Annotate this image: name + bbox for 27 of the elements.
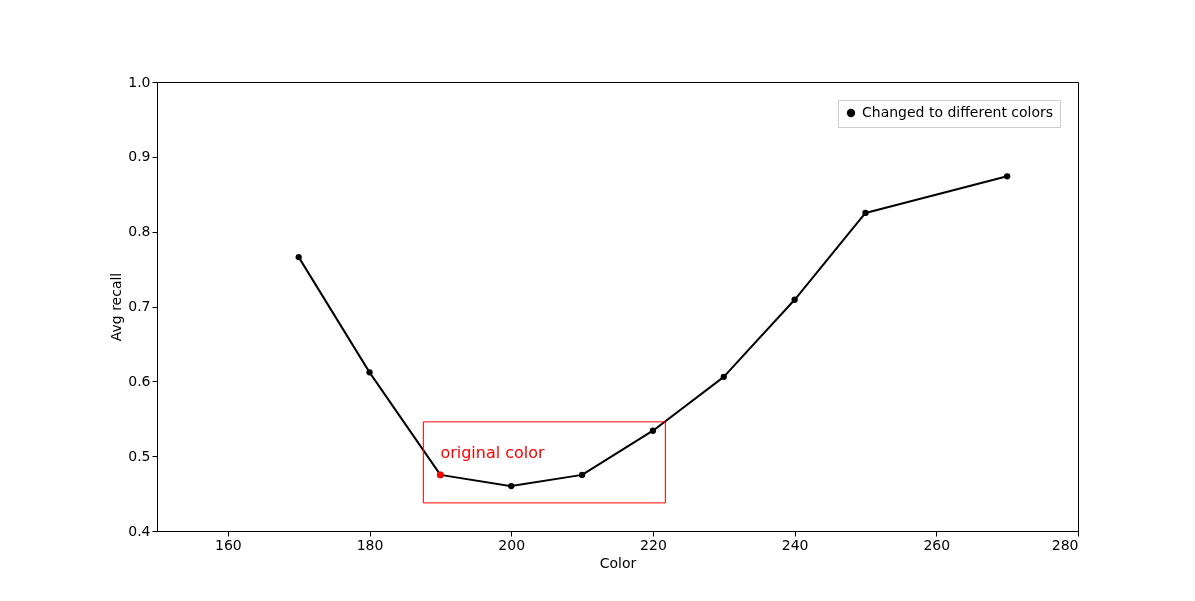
point: [862, 209, 869, 217]
y-tick-label: 0.4: [128, 522, 151, 539]
point: [295, 253, 302, 261]
x-tick-label: 240: [781, 536, 809, 553]
point: [578, 471, 586, 479]
point: [508, 482, 515, 490]
point: [1003, 173, 1011, 180]
y-tick-label: 0.9: [128, 148, 151, 165]
x-tick-label: 260: [923, 536, 951, 553]
point: [366, 369, 373, 376]
y-tick-label: 0.8: [128, 223, 151, 240]
y-tick-label: 0.7: [128, 298, 151, 314]
point: [791, 296, 798, 303]
x-tick-label: 180: [356, 536, 384, 553]
y-tick-label: 0.5: [128, 447, 151, 464]
x-tick-label: 160: [214, 536, 242, 553]
y-tick-label: 0.6: [128, 372, 151, 389]
x-tick-label: 220: [640, 536, 667, 553]
y-tick-label: 1.0: [128, 73, 151, 90]
point: [649, 427, 657, 434]
y-axis-title: Avg recall: [108, 272, 125, 342]
x-tick-label: 280: [1051, 536, 1079, 553]
point: [720, 373, 727, 380]
annotation: original color: [440, 442, 546, 462]
x-tick-label: 200: [498, 536, 526, 553]
legend-label: Changed to different colors: [862, 104, 1054, 120]
x-axis-title: Color: [599, 554, 637, 571]
